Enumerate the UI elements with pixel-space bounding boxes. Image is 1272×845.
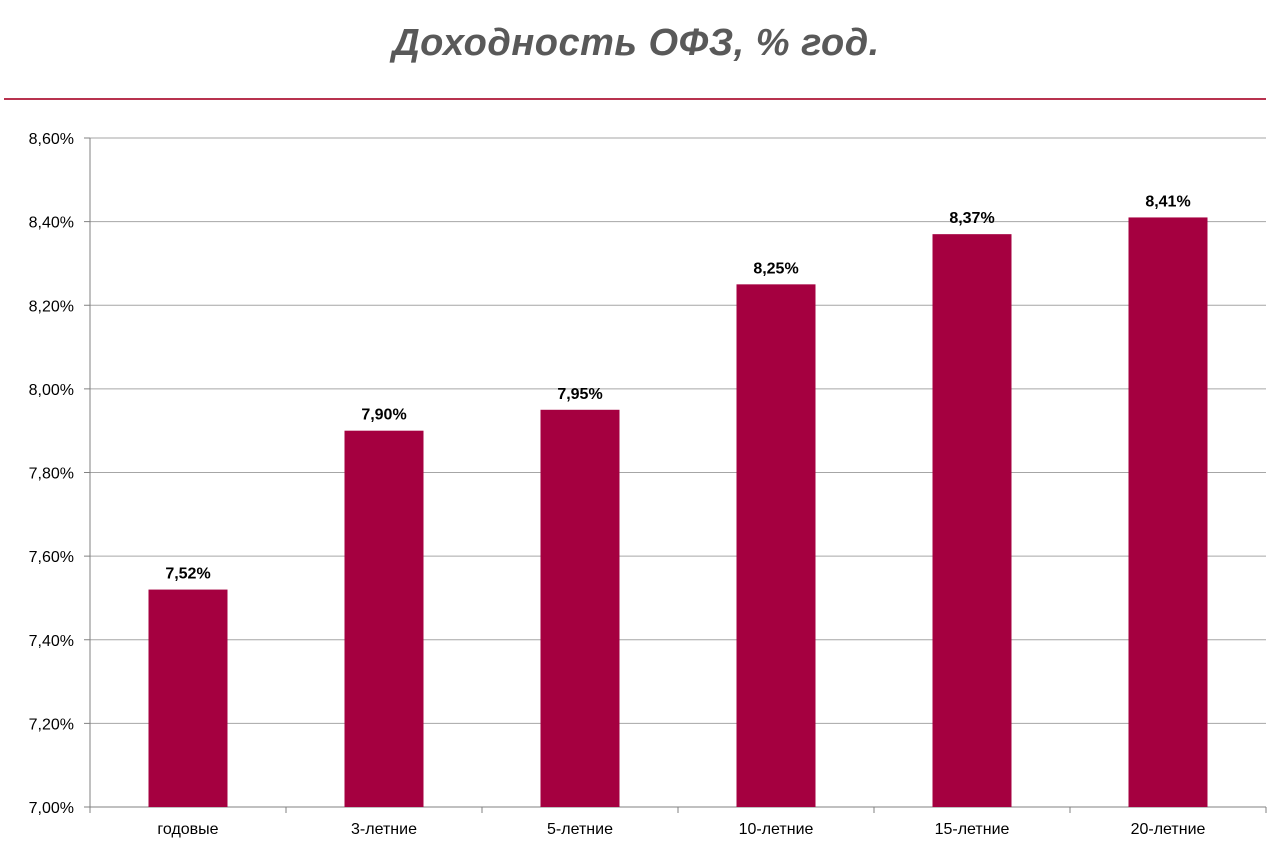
data-label: 8,37% xyxy=(949,210,994,227)
y-tick-label: 7,80% xyxy=(29,466,74,483)
bar-6 xyxy=(1128,217,1208,808)
category-label: 10-летние xyxy=(739,821,814,838)
y-tick-label: 7,00% xyxy=(29,800,74,817)
bar-4 xyxy=(736,284,816,807)
data-labels: 7,52% 7,90% 7,95% 8,25% 8,37% 8,41% xyxy=(165,193,1190,582)
data-label: 7,95% xyxy=(557,386,602,403)
y-tick-label: 7,40% xyxy=(29,633,74,650)
y-tick-label: 8,20% xyxy=(29,298,74,315)
bar-3 xyxy=(540,409,620,807)
category-label: 20-летние xyxy=(1131,821,1206,838)
y-tick-label: 7,20% xyxy=(29,716,74,733)
data-label: 8,41% xyxy=(1145,193,1190,210)
data-label: 7,52% xyxy=(165,566,210,583)
title-divider xyxy=(4,98,1266,100)
y-tick-label: 8,60% xyxy=(29,131,74,148)
bar-5 xyxy=(932,234,1012,807)
category-label: 5-летние xyxy=(547,821,613,838)
category-labels: годовые 3-летние 5-летние 10-летние 15-летни… xyxy=(157,821,1205,838)
bar-2 xyxy=(344,430,424,807)
y-tick-label: 7,60% xyxy=(29,549,74,566)
category-label: 3-летние xyxy=(351,821,417,838)
category-label: годовые xyxy=(157,821,218,838)
chart-title: Доходность ОФЗ, % год. xyxy=(392,22,880,64)
bars xyxy=(148,217,1208,808)
axes xyxy=(84,137,1267,813)
y-tick-label: 8,40% xyxy=(29,215,74,232)
category-label: 15-летние xyxy=(935,821,1010,838)
y-tick-label: 8,00% xyxy=(29,382,74,399)
y-tick-labels: 7,00% 7,20% 7,40% 7,60% 7,80% 8,00% 8,20% 8,40%… xyxy=(29,131,74,817)
data-label: 7,90% xyxy=(361,407,406,424)
bar-1 xyxy=(148,589,228,807)
data-label: 8,25% xyxy=(753,260,798,277)
gridlines xyxy=(90,137,1266,724)
